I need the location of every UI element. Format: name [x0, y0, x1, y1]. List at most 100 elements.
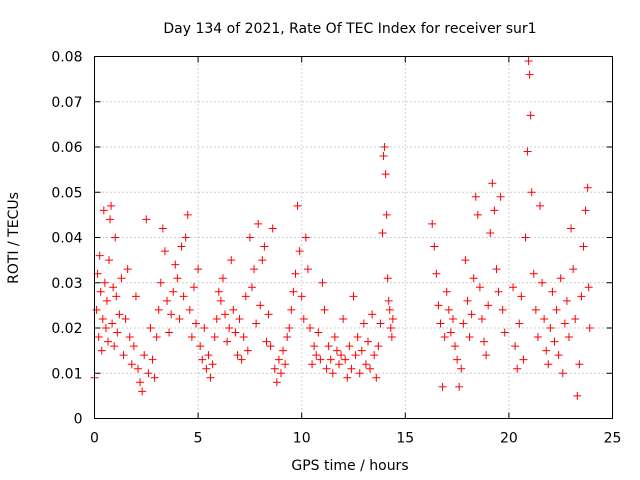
data-point: [475, 283, 484, 292]
data-point: [540, 314, 549, 323]
y-tick-label: 0.01: [51, 366, 82, 382]
data-point: [293, 201, 302, 210]
data-point: [112, 292, 121, 301]
data-point: [165, 328, 174, 337]
data-point: [542, 346, 551, 355]
data-point: [108, 319, 117, 328]
data-point: [509, 283, 518, 292]
data-point: [119, 351, 128, 360]
data-point: [457, 364, 466, 373]
data-point: [144, 369, 153, 378]
data-point: [111, 233, 120, 242]
data-point: [388, 314, 397, 323]
y-tick-label: 0.06: [51, 140, 82, 156]
data-point: [245, 233, 254, 242]
data-point: [585, 324, 594, 332]
data-point: [272, 378, 281, 387]
data-point: [100, 278, 109, 287]
data-point: [231, 328, 240, 337]
data-point: [310, 342, 319, 351]
data-point: [484, 301, 493, 310]
data-point: [324, 342, 333, 351]
data-point: [252, 319, 261, 328]
data-point: [381, 170, 390, 179]
data-point: [99, 206, 108, 215]
data-point: [372, 373, 381, 382]
data-point: [235, 314, 244, 323]
data-point: [264, 310, 273, 319]
data-point: [101, 324, 110, 332]
data-point: [274, 355, 283, 364]
data-point: [531, 305, 540, 314]
data-point: [117, 274, 126, 283]
data-point: [569, 265, 578, 274]
data-point: [444, 305, 453, 314]
data-point: [434, 301, 443, 310]
data-point: [471, 192, 480, 201]
data-point: [554, 351, 563, 360]
data-point: [291, 269, 300, 278]
data-point: [154, 305, 163, 314]
data-point: [436, 319, 445, 328]
data-point: [121, 314, 130, 323]
data-point: [212, 314, 221, 323]
data-point: [564, 333, 573, 342]
data-point: [379, 152, 388, 161]
data-point: [544, 360, 553, 369]
data-point: [103, 337, 112, 346]
data-point: [353, 333, 362, 342]
data-point: [515, 319, 524, 328]
data-point: [202, 364, 211, 373]
data-point: [200, 324, 209, 332]
data-point: [330, 333, 339, 342]
data-point: [185, 305, 194, 314]
data-point: [575, 360, 584, 369]
data-point: [524, 57, 533, 66]
data-point: [214, 287, 223, 296]
data-point: [326, 355, 335, 364]
y-axis-label: ROTI / TECUs: [6, 192, 22, 284]
data-point: [523, 147, 532, 156]
data-point: [127, 360, 136, 369]
data-point: [440, 333, 449, 342]
data-point: [285, 324, 294, 332]
data-point: [498, 305, 507, 314]
data-point: [513, 364, 522, 373]
data-point: [138, 387, 147, 396]
y-tick-label: 0.04: [51, 231, 82, 247]
data-point: [355, 369, 364, 378]
data-point: [486, 228, 495, 237]
data-point: [152, 333, 161, 342]
x-tick-label: 20: [500, 431, 518, 447]
data-point: [477, 314, 486, 323]
data-point: [241, 292, 250, 301]
data-point: [339, 314, 348, 323]
data-point: [366, 364, 375, 373]
data-point: [303, 265, 312, 274]
data-point: [517, 292, 526, 301]
data-point: [233, 351, 242, 360]
data-point: [490, 206, 499, 215]
data-point: [387, 333, 396, 342]
chart-title: Day 134 of 2021, Rate Of TEC Index for r…: [163, 21, 536, 37]
data-point: [533, 333, 542, 342]
data-point: [106, 215, 115, 224]
x-axis-label: GPS time / hours: [291, 458, 408, 474]
data-point: [322, 364, 331, 373]
data-point: [281, 360, 290, 369]
data-point: [316, 355, 325, 364]
data-point: [295, 247, 304, 256]
data-point: [297, 292, 306, 301]
data-point: [140, 351, 149, 360]
data-point: [442, 287, 451, 296]
data-point: [492, 265, 501, 274]
data-point: [204, 351, 213, 360]
data-point: [558, 369, 567, 378]
data-point: [579, 242, 588, 251]
y-tick-label: 0: [74, 412, 83, 428]
data-point: [171, 260, 180, 269]
data-point: [279, 346, 288, 355]
data-point: [494, 287, 503, 296]
data-point: [98, 314, 107, 323]
